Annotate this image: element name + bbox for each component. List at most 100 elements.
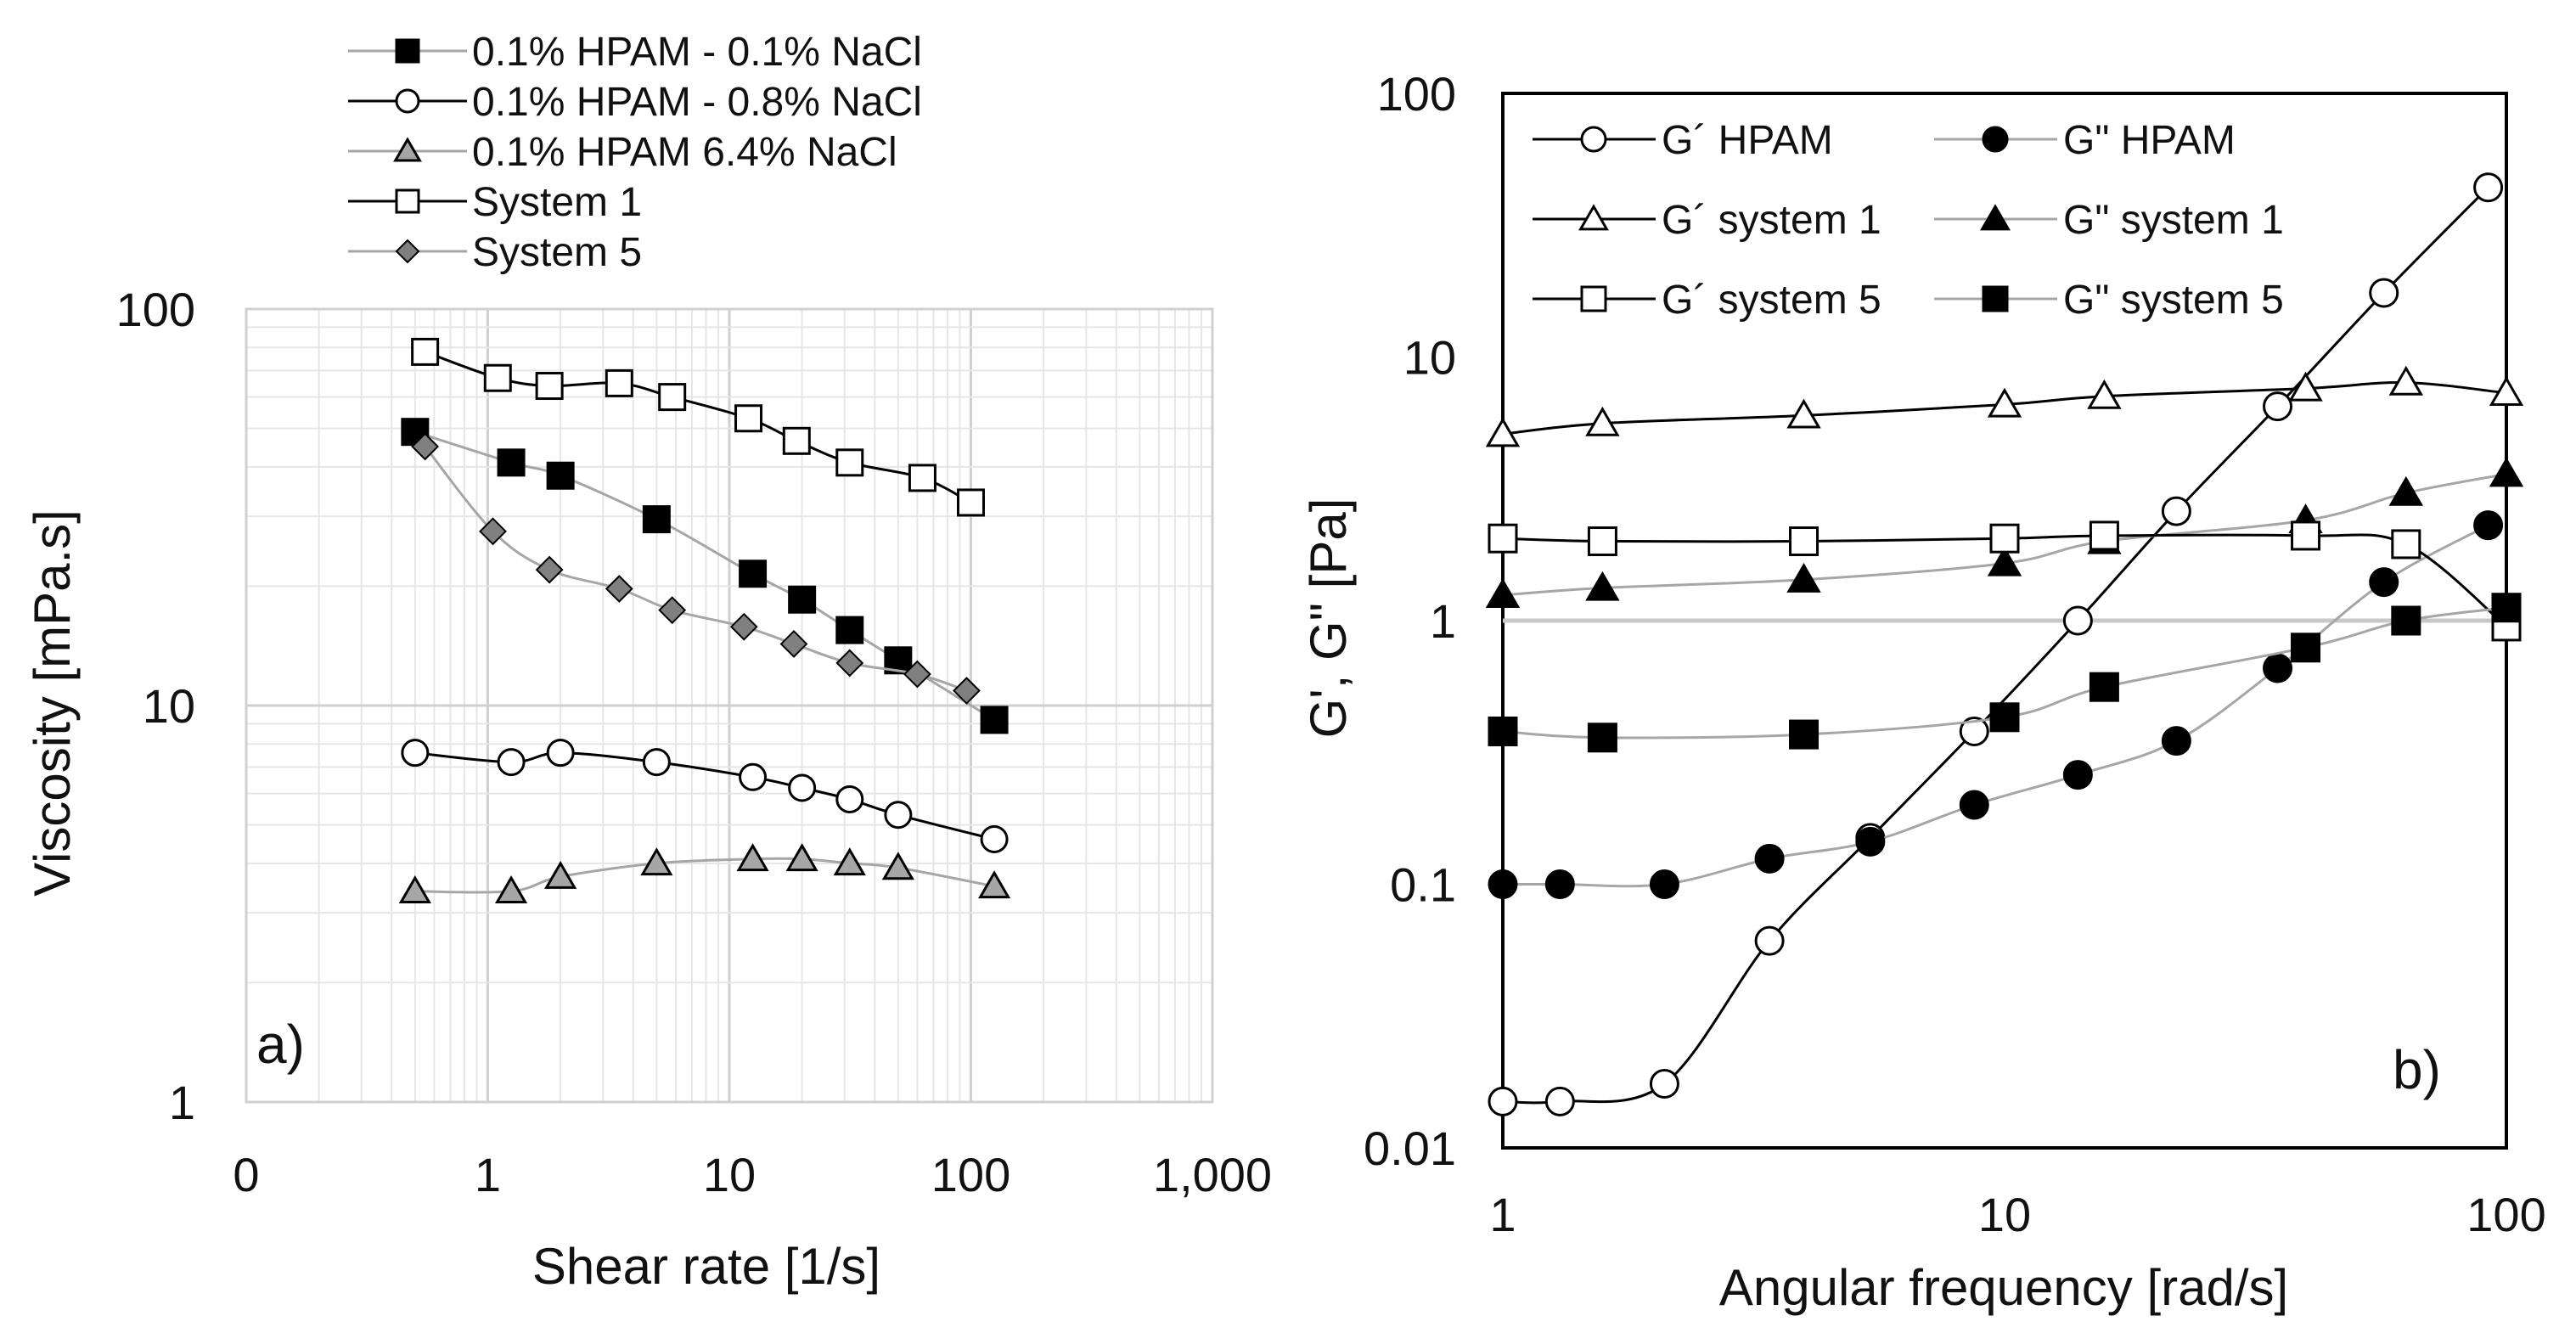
legend-item: G´ system 5 bbox=[1533, 278, 1881, 323]
data-point bbox=[2489, 457, 2524, 487]
x-tick-label: 1 bbox=[1489, 1188, 1516, 1241]
y-axis-title: Viscosity [mPa.s] bbox=[24, 509, 81, 897]
data-point bbox=[2369, 278, 2399, 308]
data-point bbox=[479, 517, 507, 546]
series-line bbox=[1502, 380, 2507, 436]
legend-marker bbox=[1982, 126, 2009, 153]
data-point bbox=[1488, 1086, 1518, 1116]
panel-b-modulus-chart: 1 10 100 0.01 0.1 1 10 100 Angular frequency [ra… bbox=[1300, 67, 2546, 1316]
data-point bbox=[642, 748, 671, 777]
data-point bbox=[779, 630, 808, 658]
legend-label: G" HPAM bbox=[2063, 118, 2236, 163]
data-point bbox=[2489, 376, 2524, 407]
legend-marker bbox=[395, 88, 420, 114]
data-point bbox=[1989, 702, 2020, 733]
legend-marker bbox=[1580, 126, 1607, 153]
data-point bbox=[1786, 562, 1821, 593]
y-tick-label: 10 bbox=[143, 679, 195, 733]
data-point bbox=[2087, 379, 2122, 409]
data-point bbox=[2161, 496, 2191, 526]
panel-label: b) bbox=[2393, 1039, 2441, 1100]
data-point bbox=[642, 505, 671, 534]
series-system-1 bbox=[411, 337, 985, 517]
data-point bbox=[980, 824, 1009, 853]
legend-label: G´ HPAM bbox=[1662, 118, 1833, 163]
legend-label: G" system 5 bbox=[2063, 278, 2284, 323]
legend-marker bbox=[1578, 204, 1610, 231]
x-tick-label: 1 bbox=[475, 1148, 501, 1201]
data-point bbox=[658, 596, 687, 625]
data-point bbox=[411, 432, 440, 461]
data-point bbox=[1649, 1069, 1679, 1099]
data-point bbox=[903, 660, 931, 689]
panel-a-legend: 0.1% HPAM - 0.1% NaCl 0.1% HPAM - 0.8% Na… bbox=[348, 30, 922, 275]
legend-label: 0.1% HPAM - 0.1% NaCl bbox=[472, 30, 922, 75]
data-point bbox=[2288, 371, 2323, 402]
data-point bbox=[535, 555, 564, 584]
series-g-system-1 bbox=[1485, 365, 2524, 447]
legend-label: G´ system 5 bbox=[1662, 278, 1881, 323]
legend-label: 0.1% HPAM - 0.8% NaCl bbox=[472, 80, 922, 125]
data-point bbox=[1587, 723, 1617, 753]
legend-label: G" system 1 bbox=[2063, 198, 2284, 243]
data-point bbox=[782, 426, 811, 455]
panel-b-legend: G´ HPAM G" HPAM G´ system 1 G" system 1 G´ s… bbox=[1533, 118, 2284, 323]
panel-a-gridlines bbox=[245, 307, 1214, 1104]
legend-item: G" system 5 bbox=[1934, 278, 2284, 323]
data-point bbox=[1754, 843, 1785, 874]
legend-item: 0.1% HPAM - 0.8% NaCl bbox=[348, 80, 922, 125]
data-point bbox=[1855, 826, 1886, 857]
series-g-system-5 bbox=[1488, 593, 2522, 753]
y-tick-label: 1 bbox=[169, 1076, 195, 1129]
data-point bbox=[785, 843, 818, 872]
data-point bbox=[881, 852, 914, 880]
series-line bbox=[424, 445, 967, 692]
data-point bbox=[2388, 475, 2424, 506]
series-system-5 bbox=[411, 432, 981, 705]
data-point bbox=[788, 773, 817, 802]
data-point bbox=[957, 488, 985, 517]
data-point bbox=[2473, 172, 2504, 203]
data-point bbox=[1485, 417, 1521, 447]
data-point bbox=[535, 372, 564, 401]
legend-marker bbox=[395, 188, 420, 214]
legend-item: G´ HPAM bbox=[1533, 118, 1833, 163]
data-point bbox=[398, 875, 431, 904]
data-point bbox=[729, 612, 758, 641]
data-point bbox=[1959, 716, 1989, 746]
legend-marker bbox=[395, 38, 420, 64]
data-point bbox=[546, 461, 575, 490]
data-point bbox=[1789, 526, 1820, 557]
legend-marker bbox=[1979, 204, 2011, 231]
y-tick-label: 0.1 bbox=[1390, 858, 1456, 912]
data-point bbox=[401, 739, 430, 768]
panel-label: a) bbox=[256, 1014, 305, 1075]
data-point bbox=[739, 762, 768, 791]
data-point bbox=[2062, 760, 2093, 790]
legend-label: System 1 bbox=[472, 180, 642, 225]
y-tick-label: 10 bbox=[1403, 331, 1456, 385]
x-axis-title: Shear rate [1/s] bbox=[532, 1238, 880, 1295]
legend-label: System 5 bbox=[472, 230, 642, 275]
series-line bbox=[1502, 186, 2489, 1105]
x-tick-label: 10 bbox=[703, 1148, 756, 1201]
data-point bbox=[2291, 520, 2321, 551]
legend-item: System 5 bbox=[348, 230, 642, 275]
data-point bbox=[1754, 925, 1785, 956]
data-point bbox=[546, 739, 575, 768]
data-point bbox=[497, 748, 526, 777]
legend-marker bbox=[393, 137, 422, 162]
data-point bbox=[605, 368, 633, 397]
data-point bbox=[2291, 633, 2321, 663]
data-point bbox=[605, 575, 633, 603]
data-point bbox=[1485, 578, 1521, 609]
y-tick-label: 100 bbox=[1377, 67, 1456, 121]
legend-item: System 1 bbox=[348, 180, 642, 225]
data-point bbox=[736, 843, 769, 872]
series-line bbox=[1502, 472, 2507, 597]
series-g-hpam bbox=[1488, 172, 2504, 1116]
data-point bbox=[1987, 546, 2022, 576]
data-point bbox=[2089, 520, 2119, 551]
x-tick-label: 1,000 bbox=[1153, 1148, 1272, 1201]
